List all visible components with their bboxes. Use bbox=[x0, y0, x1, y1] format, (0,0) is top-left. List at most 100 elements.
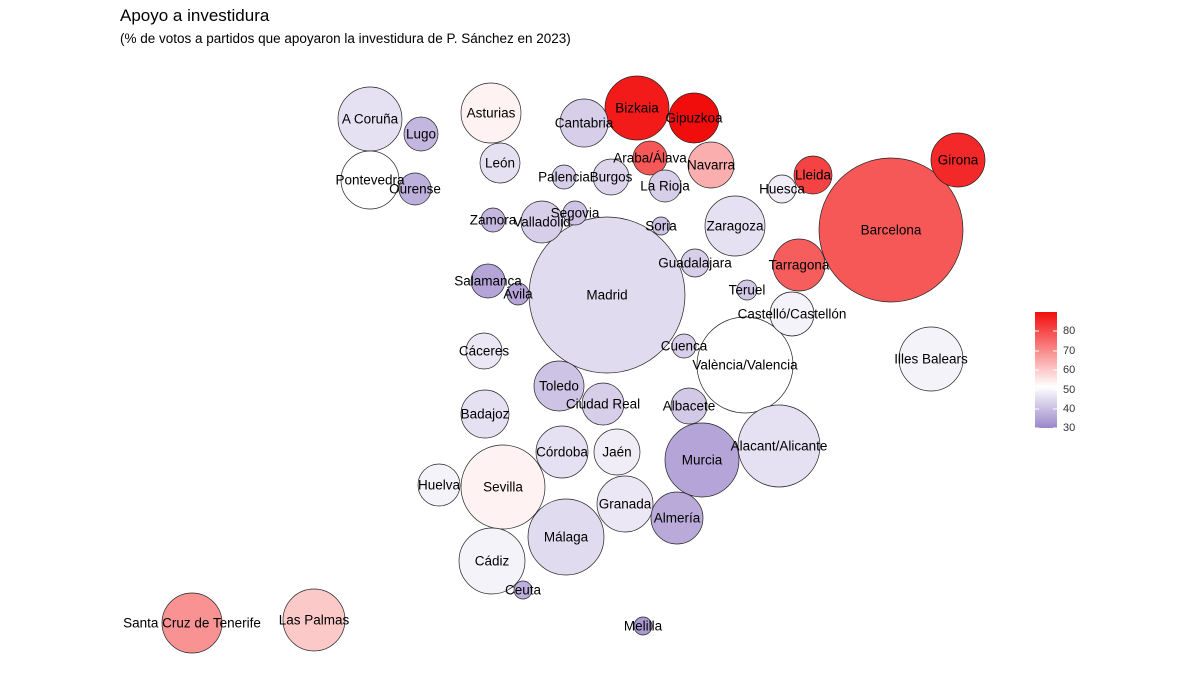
bubble-granada bbox=[596, 475, 654, 533]
color-legend: 80 70 60 50 40 30 bbox=[1035, 312, 1075, 434]
bubble-label-toledo: Toledo bbox=[539, 379, 579, 394]
bubble-label-zaragoza: Zaragoza bbox=[706, 219, 764, 234]
bubble-sevilla bbox=[460, 444, 546, 530]
bubble-label-a-coruna: A Coruña bbox=[342, 112, 399, 127]
bubble-araba-alava bbox=[632, 140, 668, 176]
bubble-label-granada: Granada bbox=[599, 497, 652, 512]
bubble-label-navarra: Navarra bbox=[687, 158, 736, 173]
bubble-label-las-palmas: Las Palmas bbox=[279, 613, 350, 628]
bubble-cordoba bbox=[535, 425, 589, 479]
bubble-zamora bbox=[480, 207, 506, 233]
bubble-label-tarragona: Tarragona bbox=[769, 258, 830, 273]
bubble-guadalajara bbox=[680, 248, 710, 278]
bubble-almeria bbox=[650, 491, 704, 545]
bubble-label-zamora: Zamora bbox=[470, 213, 517, 228]
bubble-label-huelva: Huelva bbox=[418, 478, 461, 493]
legend-tick-label: 80 bbox=[1063, 325, 1075, 337]
bubble-label-lleida: Lleida bbox=[795, 168, 832, 183]
bubble-label-sevilla: Sevilla bbox=[483, 480, 523, 495]
bubble-label-valencia-valencia: València/Valencia bbox=[692, 358, 798, 373]
bubble-label-cadiz: Cádiz bbox=[475, 554, 510, 569]
bubble-label-madrid: Madrid bbox=[586, 288, 627, 303]
bubble-label-malaga: Málaga bbox=[544, 530, 589, 545]
bubble-label-castello-castellon: Castelló/Castellón bbox=[738, 307, 847, 322]
bubble-gipuzkoa bbox=[668, 92, 720, 144]
bubble-cuenca bbox=[671, 333, 697, 359]
bubble-label-alacant-alicante: Alacant/Alicante bbox=[731, 439, 828, 454]
bubble-label-soria: Soria bbox=[645, 219, 677, 234]
bubble-toledo bbox=[533, 360, 585, 412]
chart-title: Apoyo a investidura bbox=[120, 6, 270, 25]
bubble-santa-cruz-de-tenerife bbox=[161, 592, 223, 654]
bubble-badajoz bbox=[460, 389, 510, 439]
bubble-pontevedra bbox=[340, 150, 400, 210]
bubble-label-pontevedra: Pontevedra bbox=[335, 173, 405, 188]
bubble-ourense bbox=[398, 172, 432, 206]
bubble-albacete bbox=[670, 387, 708, 425]
bubble-label-avila: Ávila bbox=[503, 287, 533, 302]
bubble-asturias bbox=[460, 82, 522, 144]
bubble-burgos bbox=[592, 158, 630, 196]
bubble-las-palmas bbox=[282, 588, 346, 652]
bubble-avila bbox=[506, 282, 530, 306]
bubble-label-illes-balears: Illes Balears bbox=[894, 352, 968, 367]
bubble-bizkaia bbox=[604, 75, 670, 141]
bubble-label-burgos: Burgos bbox=[590, 170, 633, 185]
bubble-lugo bbox=[403, 116, 439, 152]
bubble-lleida bbox=[793, 155, 833, 195]
bubble-palencia bbox=[551, 164, 577, 190]
legend-colorbar bbox=[1035, 312, 1057, 428]
legend-tick-label: 50 bbox=[1063, 384, 1075, 396]
bubble-label-gipuzkoa: Gipuzkoa bbox=[665, 111, 723, 126]
bubble-label-huesca: Huesca bbox=[759, 182, 805, 197]
bubble-la-rioja bbox=[648, 169, 682, 203]
bubble-murcia bbox=[664, 422, 740, 498]
bubble-label-ourense: Ourense bbox=[389, 182, 441, 197]
bubble-cantabria bbox=[559, 98, 609, 148]
bubble-malaga bbox=[527, 498, 605, 576]
bubble-cadiz bbox=[458, 527, 526, 595]
bubble-ciudad-real bbox=[581, 382, 625, 426]
bubble-label-cordoba: Córdoba bbox=[536, 445, 588, 460]
bubble-label-santa-cruz-de-tenerife: Santa Cruz de Tenerife bbox=[123, 616, 261, 631]
chart-subtitle: (% de votos a partidos que apoyaron la i… bbox=[120, 31, 571, 46]
bubble-label-cantabria: Cantabria bbox=[555, 116, 614, 131]
bubble-tarragona bbox=[772, 238, 826, 292]
bubble-barcelona bbox=[818, 157, 964, 303]
bubble-label-valladolid: Valladolid bbox=[513, 215, 571, 230]
bubble-illes-balears bbox=[898, 326, 964, 392]
bubble-soria bbox=[651, 216, 671, 236]
legend-tick-label: 30 bbox=[1063, 422, 1075, 434]
bubble-label-ciudad-real: Ciudad Real bbox=[566, 397, 640, 412]
legend-tick-label: 60 bbox=[1063, 364, 1075, 376]
bubble-label-araba-alava: Araba/Álava bbox=[613, 151, 687, 166]
bubble-valencia-valencia bbox=[696, 316, 794, 414]
bubble-label-caceres: Cáceres bbox=[459, 344, 510, 359]
bubble-label-murcia: Murcia bbox=[682, 453, 723, 468]
legend-tick-label: 70 bbox=[1063, 345, 1075, 357]
bubble-label-cuenca: Cuenca bbox=[661, 339, 708, 354]
bubble-alacant-alicante bbox=[737, 404, 821, 488]
bubble-label-melilla: Melilla bbox=[624, 619, 663, 634]
bubble-label-palencia: Palencia bbox=[538, 170, 590, 185]
legend-tick-label: 40 bbox=[1063, 403, 1075, 415]
bubble-girona bbox=[930, 132, 986, 188]
bubble-salamanca bbox=[470, 263, 506, 299]
bubble-label-barcelona: Barcelona bbox=[861, 223, 922, 238]
bubble-caceres bbox=[465, 332, 503, 370]
bubble-label-lugo: Lugo bbox=[406, 127, 436, 142]
bubble-teruel bbox=[736, 279, 758, 301]
bubble-label-jaen: Jaén bbox=[602, 445, 631, 460]
bubble-zaragoza bbox=[704, 195, 766, 257]
bubble-melilla bbox=[633, 616, 653, 636]
bubble-jaen bbox=[593, 428, 641, 476]
bubble-label-girona: Girona bbox=[938, 153, 979, 168]
bubble-label-albacete: Albacete bbox=[663, 399, 716, 414]
bubble-label-segovia: Segovia bbox=[551, 206, 600, 221]
bubble-label-teruel: Teruel bbox=[729, 283, 766, 298]
bubble-label-asturias: Asturias bbox=[467, 106, 516, 121]
bubble-leon bbox=[479, 142, 521, 184]
bubble-huesca bbox=[767, 174, 797, 204]
